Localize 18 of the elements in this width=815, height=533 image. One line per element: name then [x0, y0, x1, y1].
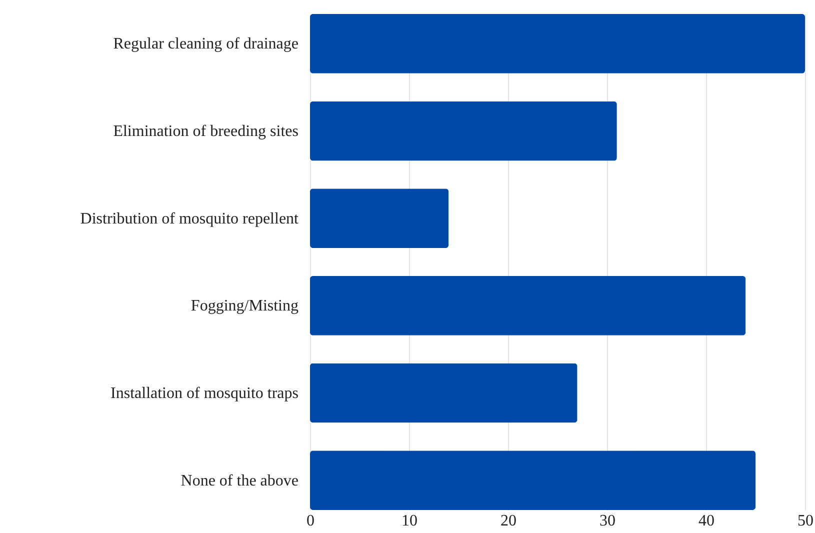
y-tick-label: Installation of mosquito traps	[110, 384, 298, 402]
y-tick-label: None of the above	[180, 472, 298, 490]
x-tick-label: 40	[698, 512, 714, 530]
y-tick-label: Fogging/Misting	[190, 298, 298, 315]
bar	[310, 363, 578, 423]
y-tick-label: Regular cleaning of drainage	[113, 36, 298, 53]
x-tick-label: 0	[306, 512, 314, 530]
x-tick-label: 30	[600, 512, 616, 530]
y-tick-label: Distribution of mosquito repellent	[80, 210, 300, 228]
x-tick-label: 20	[500, 512, 516, 530]
bar	[310, 14, 805, 74]
bar	[310, 188, 449, 248]
y-tick-label: Elimination of breeding sites	[113, 123, 298, 140]
x-tick-label: 50	[798, 512, 814, 530]
bar	[310, 101, 617, 161]
bar	[310, 276, 746, 336]
x-tick-label: 10	[402, 512, 418, 530]
bar	[310, 450, 756, 510]
